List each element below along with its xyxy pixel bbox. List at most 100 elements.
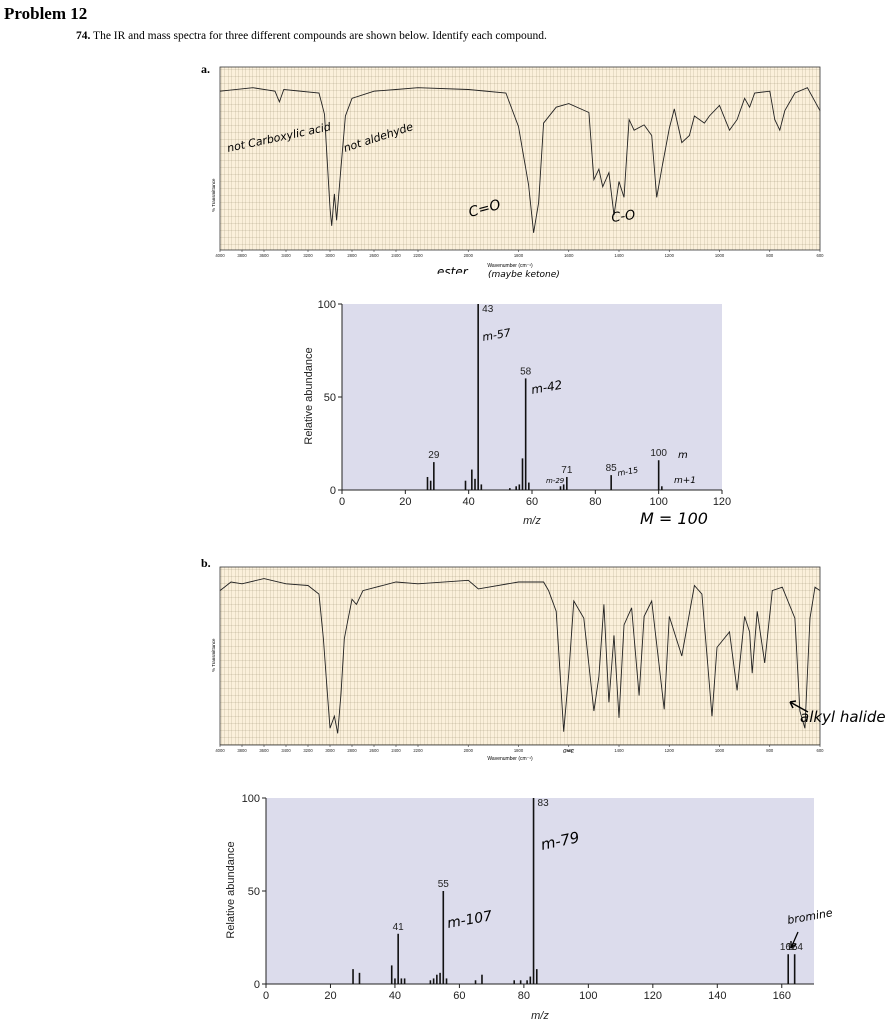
ms-peak-label: 83 (538, 798, 550, 809)
ms-y-tick-label: 50 (324, 392, 336, 404)
ms-peak-label: 29 (428, 450, 440, 461)
annotation-m-plus-1: m+1 (674, 476, 696, 486)
ir-x-tick-label: 3200 (303, 253, 313, 258)
ir-x-tick-label: 1000 (715, 748, 725, 753)
mass-spectrum-a: 29 43 58 71 85 100 0 20 40 60 80 100 120 0 50 100 m/z… (303, 299, 731, 527)
ir-x-tick-label: 3000 (325, 253, 335, 258)
ir-b-ylabel: % Transmittance (211, 638, 216, 672)
ms-peak-label: 58 (520, 366, 532, 377)
ir-x-tick-label: 1800 (514, 748, 524, 753)
ir-a-grid (220, 67, 820, 250)
ms-x-tick-label: 0 (263, 990, 269, 1002)
annotation-c-c: C=C (563, 749, 575, 755)
ir-a-xlabel: Wavenumber (cm⁻¹) (487, 263, 533, 269)
annotation-m: m (678, 450, 688, 461)
ms-x-tick-label: 60 (453, 990, 465, 1002)
ms-y-tick-label: 50 (248, 886, 260, 898)
ms-b-plot-area (266, 798, 814, 984)
ir-x-tick-label: 3400 (281, 748, 291, 753)
ms-peak-label: 71 (561, 465, 573, 476)
ir-x-tick-label: 1400 (614, 253, 624, 258)
problem-title: Problem 12 (4, 4, 88, 23)
ir-x-tick-label: 1400 (614, 748, 624, 753)
ir-x-tick-label: 2600 (369, 748, 379, 753)
ir-a-ylabel: % Transmittance (211, 178, 216, 212)
ir-x-tick-label: 600 (817, 748, 825, 753)
ms-a-xlabel: m/z (523, 515, 541, 527)
ir-x-tick-label: 2400 (391, 253, 401, 258)
ms-b-xlabel: m/z (531, 1010, 549, 1022)
annotation-m-29: m-29 (546, 477, 565, 485)
ir-x-tick-label: 4000 (215, 253, 225, 258)
annotation-c-o-single: C-O (610, 208, 636, 226)
ms-a-plot-area (342, 304, 722, 490)
ms-x-tick-label: 20 (399, 496, 411, 508)
ir-x-tick-label: 1600 (564, 253, 574, 258)
ms-x-tick-label: 120 (644, 990, 662, 1002)
annotation-m-42: m-42 (530, 378, 563, 397)
ir-spectrum-a: 4000 3800 3600 3400 3200 3000 2800 2600 2400 2200… (211, 66, 825, 274)
ir-x-tick-label: 1200 (665, 748, 675, 753)
question-body: The IR and mass spectra for three differ… (93, 30, 547, 42)
ir-x-tick-label: 3800 (237, 253, 247, 258)
part-b-label: b. (201, 556, 211, 570)
ir-x-tick-label: 2200 (413, 253, 423, 258)
ms-x-tick-label: 80 (518, 990, 530, 1002)
ir-x-tick-label: 1200 (665, 253, 675, 258)
ir-x-tick-label: 3800 (237, 748, 247, 753)
ir-x-tick-label: 2000 (464, 253, 474, 258)
ir-x-tick-label: 2000 (464, 748, 474, 753)
ir-spectrum-b: 4000 3800 3600 3400 3200 3000 2800 2600 2400 2200… (211, 566, 825, 762)
ir-x-tick-label: 2600 (369, 253, 379, 258)
ir-x-tick-label: 2800 (347, 748, 357, 753)
annotation-m-57: m-57 (481, 326, 512, 344)
ir-b-grid (220, 567, 820, 745)
ms-x-tick-label: 160 (773, 990, 791, 1002)
ir-x-tick-label: 800 (766, 253, 774, 258)
ms-b-ylabel: Relative abundance (225, 841, 237, 938)
ms-peak-label: 43 (482, 304, 494, 315)
question-text: 74. The IR and mass spectra for three di… (76, 30, 547, 42)
ms-x-tick-label: 140 (708, 990, 726, 1002)
annotation-arrow-alkyl (789, 700, 809, 713)
ir-x-tick-label: 600 (817, 253, 825, 258)
ms-peak-label: 85 (606, 463, 618, 474)
ms-x-tick-label: 40 (463, 496, 475, 508)
annotation-ester: ester (437, 265, 469, 274)
ms-peak-label: 55 (438, 879, 450, 890)
annotation-m-107: m-107 (446, 908, 494, 932)
ms-peak-label: 162 (780, 942, 797, 953)
ms-x-tick-label: 20 (324, 990, 336, 1002)
annotation-m-equals-100: M = 100 (640, 509, 708, 528)
ms-x-tick-label: 0 (339, 496, 345, 508)
annotation-alkyl-halide: alkyl halide (800, 708, 886, 726)
ms-x-tick-label: 120 (713, 496, 731, 508)
ir-b-xlabel: Wavenumber (cm⁻¹) (487, 756, 533, 762)
ms-x-tick-label: 100 (649, 496, 667, 508)
ir-x-tick-label: 3000 (325, 748, 335, 753)
ms-y-tick-label: 100 (242, 793, 260, 805)
ms-y-tick-label: 0 (254, 979, 260, 991)
part-a-label: a. (201, 62, 210, 76)
question-number: 74. (76, 30, 91, 42)
ir-x-tick-label: 3600 (259, 748, 269, 753)
ms-x-tick-label: 60 (526, 496, 538, 508)
ms-y-tick-label: 100 (318, 299, 336, 311)
ir-x-tick-label: 1800 (514, 253, 524, 258)
ir-a-spectrum-line (219, 87, 821, 233)
ir-x-tick-label: 800 (766, 748, 774, 753)
ir-x-tick-label: 2400 (391, 748, 401, 753)
ir-x-tick-label: 2800 (347, 253, 357, 258)
ms-peak-label: 41 (393, 922, 405, 933)
ms-peak-label: 100 (650, 448, 667, 459)
ir-x-tick-label: 4000 (215, 748, 225, 753)
ir-b-spectrum-line (219, 578, 821, 734)
ms-x-tick-label: 40 (389, 990, 401, 1002)
ir-x-tick-label: 2200 (413, 748, 423, 753)
annotation-maybe-ketone: (maybe ketone) (488, 270, 560, 280)
ms-y-tick-label: 0 (330, 485, 336, 497)
ir-x-tick-label: 1000 (715, 253, 725, 258)
ir-x-tick-label: 3600 (259, 253, 269, 258)
ir-x-tick-label: 3200 (303, 748, 313, 753)
